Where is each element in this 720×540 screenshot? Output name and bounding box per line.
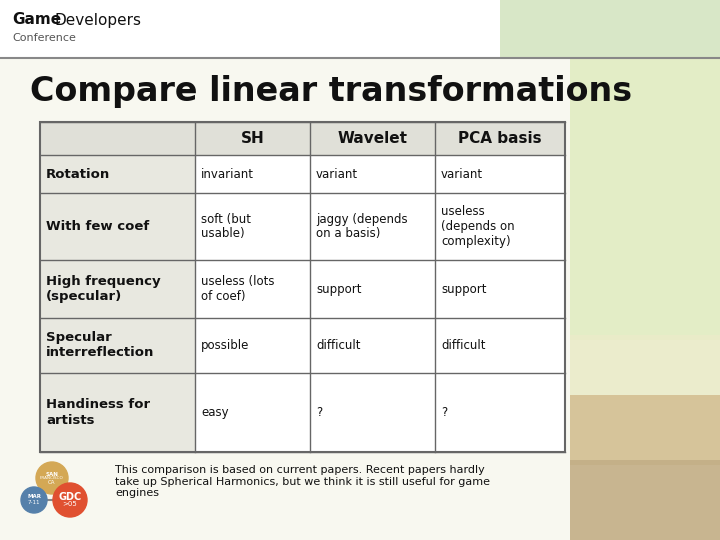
Text: SH: SH [240,131,264,146]
Text: With few coef: With few coef [46,220,149,233]
Bar [435,318,565,373]
Bar [570,335,720,400]
Text: SAN: SAN [45,471,58,476]
Bar [435,373,565,452]
Bar [195,373,310,452]
Text: jaggy (depends
on a basis): jaggy (depends on a basis) [316,213,408,240]
Bar [310,155,435,193]
Bar [195,260,310,318]
Text: Specular
interreflection: Specular interreflection [46,332,154,360]
Circle shape [53,483,87,517]
Text: >05: >05 [63,501,77,507]
Text: useless
(depends on
complexity): useless (depends on complexity) [441,205,515,248]
Text: difficult: difficult [316,339,361,352]
Text: Conference: Conference [12,33,76,43]
Text: 7-11: 7-11 [28,500,40,504]
Text: CA: CA [48,480,55,484]
Text: easy: easy [201,406,229,419]
Text: FRANCISCO: FRANCISCO [40,476,64,480]
Text: Wavelet: Wavelet [338,131,408,146]
Bar [570,58,720,540]
Text: invariant: invariant [201,167,254,180]
Bar [570,395,720,465]
Bar [40,122,565,155]
Text: PCA basis: PCA basis [458,131,542,146]
Bar [40,373,195,452]
Text: ?: ? [441,406,447,419]
Text: soft (but
usable): soft (but usable) [201,213,251,240]
Text: support: support [316,282,361,295]
Text: useless (lots
of coef): useless (lots of coef) [201,275,274,303]
Bar [500,0,720,58]
Bar [435,155,565,193]
Bar [195,318,310,373]
Bar [310,373,435,452]
Bar [40,318,195,373]
Bar [310,193,435,260]
Text: difficult: difficult [441,339,485,352]
Text: Developers: Developers [55,12,142,28]
Bar [310,318,435,373]
Text: ?: ? [316,406,323,419]
Text: High frequency
(specular): High frequency (specular) [46,275,161,303]
Text: GDC: GDC [58,492,81,502]
Bar [0,0,720,58]
Bar [195,155,310,193]
Circle shape [21,487,47,513]
Bar [435,260,565,318]
Text: Rotation: Rotation [46,167,110,180]
Bar [40,155,195,193]
Text: variant: variant [441,167,483,180]
Text: This comparison is based on current papers. Recent papers hardly
take up Spheric: This comparison is based on current pape… [115,465,490,498]
Bar [195,193,310,260]
Bar [40,193,195,260]
Text: MAR: MAR [27,495,41,500]
Text: Game: Game [12,12,61,28]
Text: variant: variant [316,167,358,180]
Text: Compare linear transformations: Compare linear transformations [30,76,632,109]
Text: possible: possible [201,339,249,352]
Circle shape [36,462,68,494]
Bar [40,122,565,452]
Bar [570,58,720,340]
Bar [40,260,195,318]
Bar [570,460,720,540]
Bar [435,193,565,260]
Text: support: support [441,282,487,295]
Bar [310,260,435,318]
Text: Handiness for
artists: Handiness for artists [46,399,150,427]
